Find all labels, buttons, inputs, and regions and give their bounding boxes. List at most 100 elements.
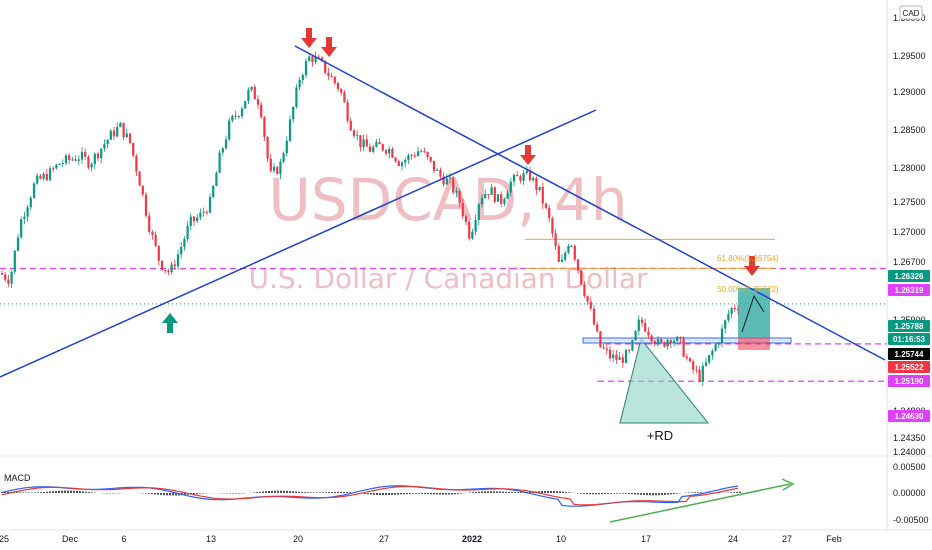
candle-body [455,190,458,193]
candle-body [631,340,634,351]
candle-body [487,194,490,196]
candle-body [426,152,429,157]
candle-body [368,146,372,152]
candle-body [237,116,240,118]
candle-body [132,142,135,156]
candle-body [0,273,4,275]
candle-body [218,152,221,173]
price-badge-label: 1.25522 [895,363,924,372]
descending-trendline[interactable] [294,45,886,361]
candle-body [372,146,375,152]
candle-body [637,319,640,331]
fib-50-label: 50.00%(1.26322) [717,285,779,294]
candle-body [586,295,589,302]
price-tick-label: 1.29500 [893,51,926,61]
candle-body [266,136,269,159]
candle-body [269,158,272,171]
candle-body [394,157,397,162]
red-down-arrow-icon [301,28,317,48]
candle-body [407,155,410,160]
time-tick-label: 25 [0,534,9,544]
price-badge-label: 1.25788 [895,322,924,331]
time-tick-label: 2022 [462,534,482,544]
candle-body [736,309,740,311]
candle-body [557,246,560,262]
candle-body [164,270,167,272]
candle-body [183,238,186,247]
candle-body [39,175,42,179]
candle-body [301,75,304,80]
candle-body [698,369,701,381]
candle-body [346,102,349,121]
candle-body [525,170,528,174]
price-badge [888,320,930,332]
price-badge [888,333,930,345]
candle-body [512,174,516,182]
candle-body [695,369,698,371]
candle-body [106,139,109,145]
time-axis[interactable]: 25 Dec 6 13 20 27 2022 10 17 24 27 Feb [0,534,842,544]
candle-body [647,331,650,336]
candle-body [151,231,154,235]
candle-body [282,153,285,162]
candle-body [215,172,218,186]
candle-body [490,187,493,196]
candle-body [349,120,352,131]
candle-body [477,204,480,220]
candle-body [445,178,448,185]
candle-body [231,115,234,121]
candle-body [717,343,720,345]
candle-body [186,225,189,239]
signal-line [1,485,739,506]
candle-body [109,130,112,140]
candle-body [724,320,727,329]
candle-body [733,307,736,310]
candle-body [292,106,295,120]
candle-body [608,349,612,359]
candle-body [45,173,48,181]
fib-618-label: 61.80%(1.26754) [717,254,779,263]
candle-body [80,151,84,160]
candle-body [228,120,231,140]
candle-body [493,187,496,202]
price-badges: 1.26326 1.26319 1.25788 01:16:53 1.25744 1.25… [888,270,930,422]
time-tick-label: 10 [556,534,566,544]
candle-body [688,358,692,362]
candle-body [224,139,228,149]
candle-body [410,155,413,157]
candle-body [708,355,711,363]
candle-body [672,340,676,344]
time-tick-label: 27 [782,534,792,544]
candle-body [93,153,96,165]
price-tick-label: 1.27500 [893,197,926,207]
candle-body [413,155,416,157]
candle-body [154,234,157,246]
candle-body [221,148,224,153]
currency-box[interactable] [899,5,923,20]
price-badge [888,270,930,282]
arrowhead-icon [781,478,795,491]
candle-body [576,259,580,271]
candle-body [602,347,605,349]
ascending-trendline[interactable] [0,109,597,378]
candle-body [624,350,628,363]
candle-body [676,336,679,341]
candle-body [29,197,32,208]
candle-body [42,173,45,179]
candle-body [640,319,644,323]
price-badge-label: 1.25744 [895,350,924,359]
price-tick-label: 1.24000 [893,447,926,457]
candle-body [618,357,621,360]
price-axis[interactable]: 1.300001.295001.290001.285001.280001.275… [893,13,926,457]
macd-divergence-line [609,483,791,523]
candle-body [669,340,672,344]
candle-body [244,101,247,109]
candle-body [503,198,506,204]
candle-body [653,341,656,345]
candle-body [196,217,199,222]
candle-body [279,161,282,175]
candle-body [288,119,292,141]
macd-axis[interactable]: 0.00500 0.00000 -0.00500 [893,462,929,525]
candle-body [519,176,522,181]
